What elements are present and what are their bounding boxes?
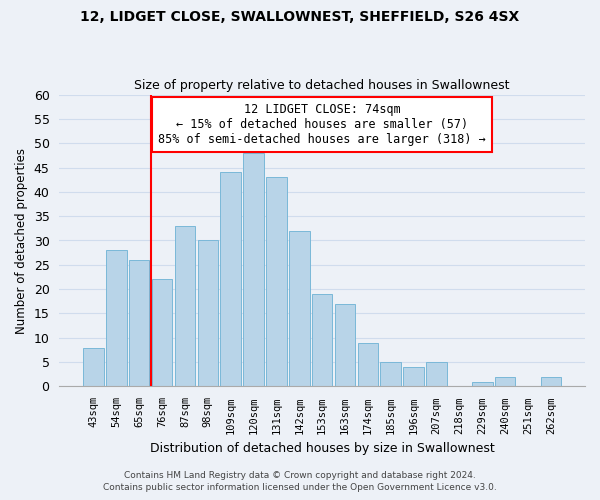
Bar [495,376,515,386]
Bar [152,280,172,386]
Title: Size of property relative to detached houses in Swallownest: Size of property relative to detached ho… [134,79,510,92]
Bar [175,226,195,386]
Bar [106,250,127,386]
Bar [243,153,264,386]
Bar [220,172,241,386]
Y-axis label: Number of detached properties: Number of detached properties [15,148,28,334]
Bar [426,362,447,386]
Bar [335,304,355,386]
Text: 12 LIDGET CLOSE: 74sqm
← 15% of detached houses are smaller (57)
85% of semi-det: 12 LIDGET CLOSE: 74sqm ← 15% of detached… [158,104,486,146]
Bar [380,362,401,386]
Bar [289,231,310,386]
Bar [472,382,493,386]
Bar [403,367,424,386]
Bar [129,260,149,386]
Bar [312,294,332,386]
X-axis label: Distribution of detached houses by size in Swallownest: Distribution of detached houses by size … [150,442,494,455]
Bar [358,342,378,386]
Text: Contains HM Land Registry data © Crown copyright and database right 2024.
Contai: Contains HM Land Registry data © Crown c… [103,471,497,492]
Bar [197,240,218,386]
Text: 12, LIDGET CLOSE, SWALLOWNEST, SHEFFIELD, S26 4SX: 12, LIDGET CLOSE, SWALLOWNEST, SHEFFIELD… [80,10,520,24]
Bar [266,178,287,386]
Bar [83,348,104,387]
Bar [541,376,561,386]
